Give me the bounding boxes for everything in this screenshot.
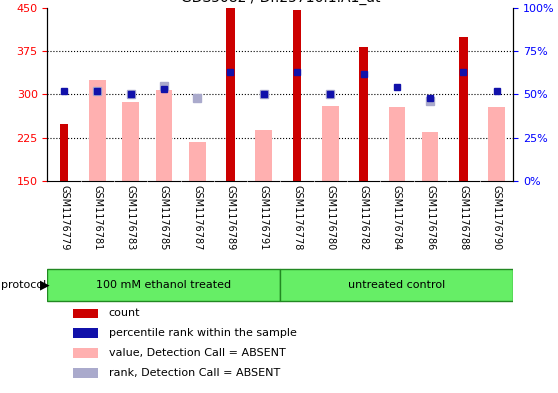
Bar	[73, 348, 98, 358]
Text: percentile rank within the sample: percentile rank within the sample	[109, 328, 297, 338]
FancyBboxPatch shape	[47, 269, 280, 301]
Text: count: count	[109, 309, 140, 318]
Text: GSM1176779: GSM1176779	[59, 185, 69, 250]
Text: GSM1176790: GSM1176790	[492, 185, 502, 250]
Text: GSM1176784: GSM1176784	[392, 185, 402, 250]
Bar	[73, 329, 98, 338]
Bar	[322, 106, 339, 181]
Bar	[73, 309, 98, 318]
Bar	[488, 107, 505, 181]
Text: GSM1176778: GSM1176778	[292, 185, 302, 250]
Text: GSM1176791: GSM1176791	[259, 185, 269, 250]
Bar	[156, 90, 172, 181]
Title: GDS5082 / Dr.25716.1.A1_at: GDS5082 / Dr.25716.1.A1_at	[181, 0, 380, 6]
Bar	[60, 124, 68, 181]
Bar	[388, 107, 405, 181]
Text: GSM1176786: GSM1176786	[425, 185, 435, 250]
Bar	[459, 37, 468, 181]
Text: untreated control: untreated control	[348, 280, 445, 290]
Bar	[122, 102, 139, 181]
FancyBboxPatch shape	[280, 269, 513, 301]
Text: GSM1176781: GSM1176781	[93, 185, 102, 250]
Text: GSM1176782: GSM1176782	[359, 185, 369, 250]
Bar	[422, 132, 439, 181]
Text: GSM1176788: GSM1176788	[459, 185, 468, 250]
Text: protocol: protocol	[1, 280, 46, 290]
Text: GSM1176789: GSM1176789	[225, 185, 235, 250]
Bar	[293, 9, 301, 181]
Text: GSM1176787: GSM1176787	[192, 185, 202, 250]
Text: value, Detection Call = ABSENT: value, Detection Call = ABSENT	[109, 348, 286, 358]
Text: rank, Detection Call = ABSENT: rank, Detection Call = ABSENT	[109, 368, 280, 378]
Bar	[256, 130, 272, 181]
Text: GSM1176785: GSM1176785	[159, 185, 169, 250]
Bar	[89, 80, 105, 181]
Bar	[73, 368, 98, 378]
Bar	[359, 47, 368, 181]
Text: 100 mM ethanol treated: 100 mM ethanol treated	[97, 280, 232, 290]
Text: GSM1176780: GSM1176780	[325, 185, 335, 250]
Bar	[227, 8, 234, 181]
Text: ▶: ▶	[40, 278, 50, 292]
Text: GSM1176783: GSM1176783	[126, 185, 136, 250]
Bar	[189, 141, 205, 181]
